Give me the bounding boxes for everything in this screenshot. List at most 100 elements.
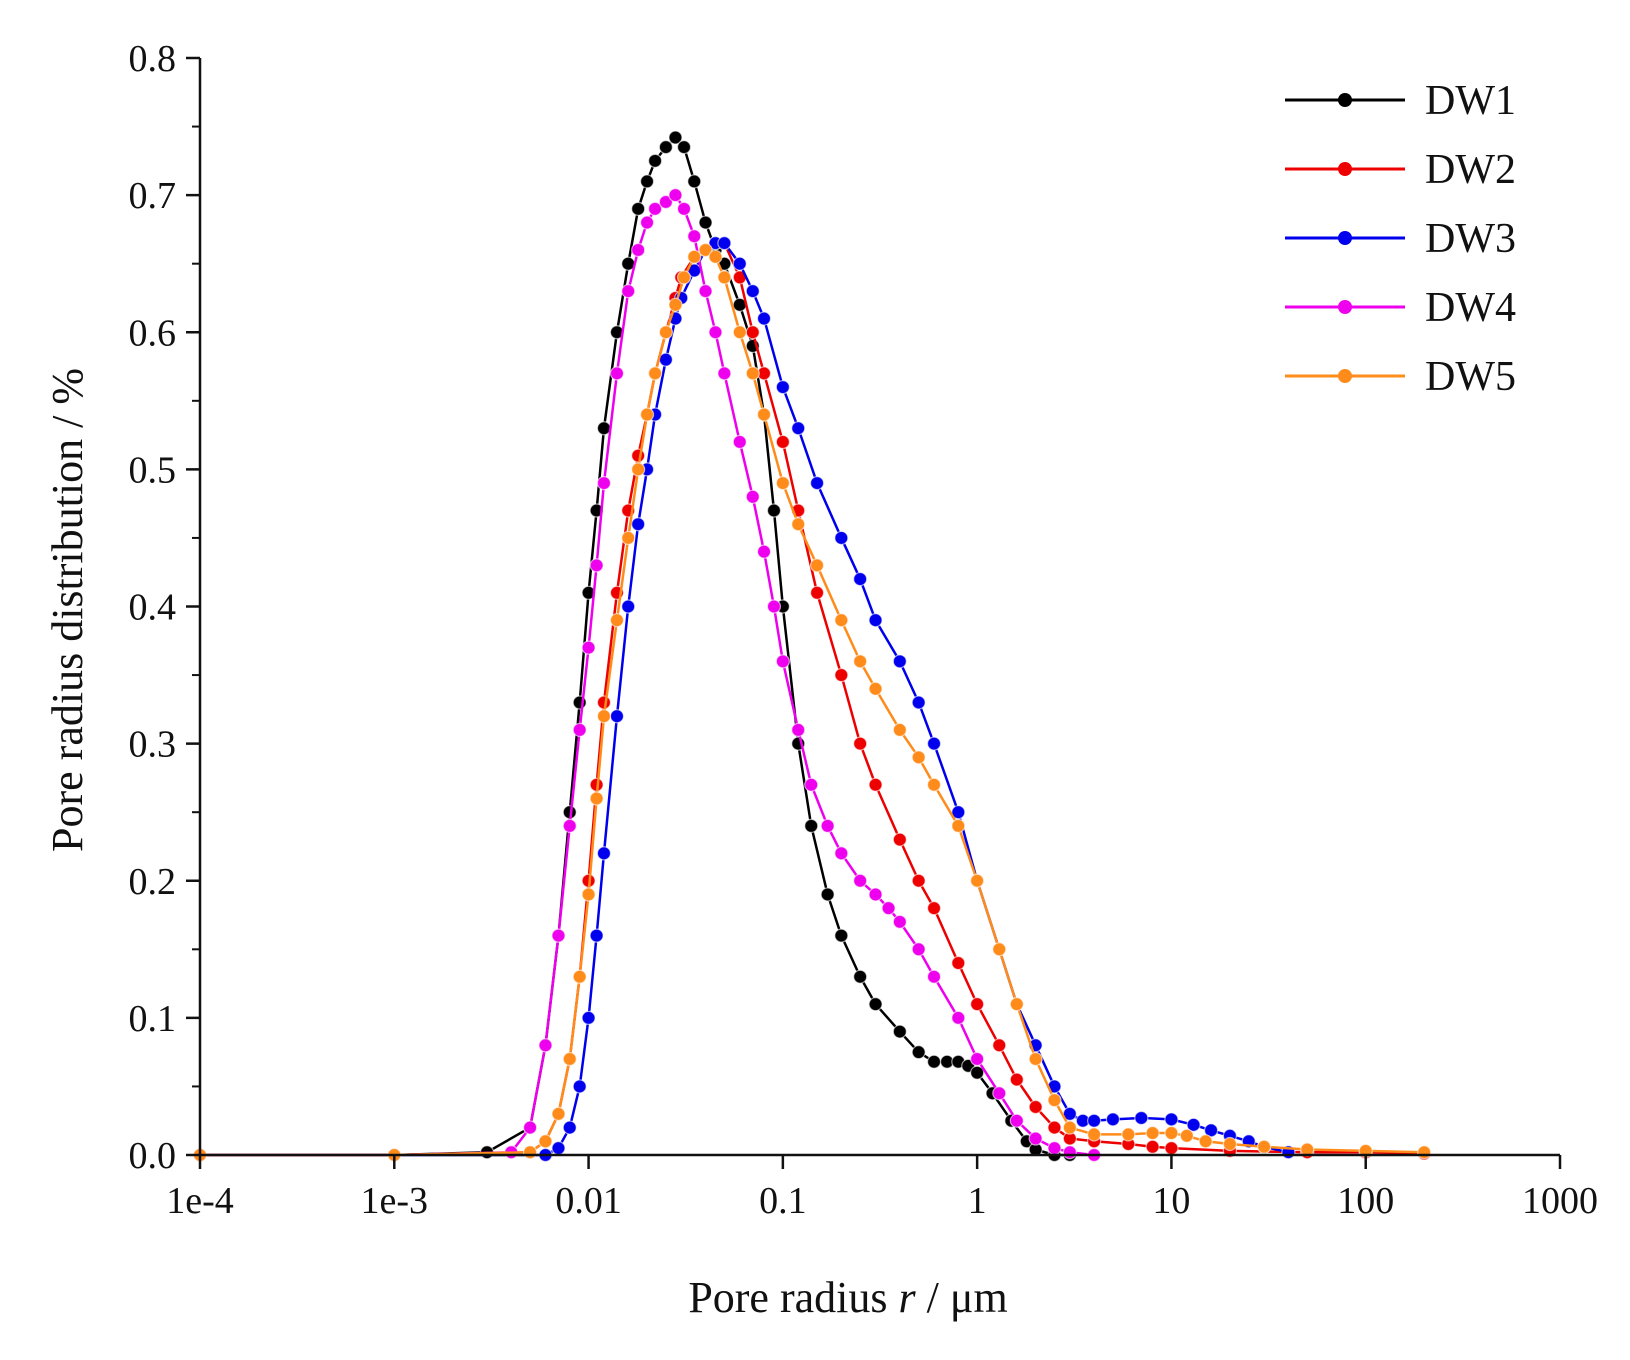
data-point <box>1062 1145 1077 1160</box>
series-layer <box>192 130 1432 1163</box>
data-point <box>820 887 835 902</box>
data-point <box>596 475 612 491</box>
data-point <box>756 544 772 559</box>
legend-swatch-marker <box>1338 369 1352 383</box>
data-point <box>834 667 849 683</box>
data-point <box>951 1010 966 1025</box>
data-point <box>551 928 566 943</box>
data-point <box>581 640 596 655</box>
data-point <box>775 434 790 450</box>
legend: DW1 DW2 DW3 DW4 DW5 <box>1285 78 1516 400</box>
data-point <box>1087 1113 1102 1128</box>
data-point <box>698 284 713 299</box>
series-dw1 <box>192 130 1077 1163</box>
data-point <box>1134 1110 1149 1126</box>
data-point <box>581 1010 596 1025</box>
data-point <box>911 942 926 957</box>
x-tick-label: 0.01 <box>555 1180 622 1222</box>
data-point <box>1257 1139 1272 1154</box>
data-point <box>853 873 868 888</box>
data-point <box>853 736 868 751</box>
data-point <box>1164 1112 1179 1127</box>
data-point <box>647 366 663 381</box>
data-point <box>892 832 907 847</box>
data-point <box>804 777 819 792</box>
data-point <box>1145 1125 1160 1141</box>
data-point <box>717 366 732 381</box>
ticks-layer: 0.0 0.1 0.2 0.3 0.4 0.5 0.6 0.7 0.8 1e-4 1e-3 0.01 0… <box>129 38 1599 1222</box>
data-point <box>804 818 819 834</box>
legend-entry: DW2 <box>1285 147 1516 193</box>
data-point <box>522 1145 538 1160</box>
data-point <box>631 462 646 477</box>
data-point <box>775 475 790 491</box>
data-point <box>687 174 702 189</box>
data-point <box>775 380 790 395</box>
data-point <box>1062 1120 1077 1135</box>
data-point <box>631 517 646 532</box>
y-tick-label: 0.3 <box>129 724 177 766</box>
data-point <box>658 140 673 155</box>
data-point <box>687 249 702 264</box>
data-point <box>775 654 790 669</box>
data-point <box>639 174 655 189</box>
series-dw4 <box>192 188 1102 1163</box>
data-point <box>1105 1112 1121 1127</box>
data-point <box>676 201 692 216</box>
data-point <box>1047 1120 1062 1135</box>
legend-label: DW1 <box>1425 78 1516 124</box>
data-point <box>745 366 760 381</box>
data-point <box>911 873 926 888</box>
y-tick-label: 0.4 <box>129 587 177 629</box>
legend-entry: DW1 <box>1285 78 1516 124</box>
series-line <box>200 193 1095 1157</box>
data-point <box>970 997 985 1012</box>
data-point <box>732 434 747 450</box>
x-tick-label: 1 <box>968 1180 987 1222</box>
data-point <box>926 736 942 751</box>
data-point <box>834 530 849 546</box>
data-point <box>589 928 604 943</box>
data-point <box>589 503 604 518</box>
data-point <box>756 407 772 422</box>
data-point <box>745 284 760 299</box>
legend-swatch-marker <box>1338 162 1352 176</box>
data-point <box>1164 1141 1179 1156</box>
data-point <box>562 818 577 834</box>
data-point <box>668 297 683 312</box>
data-point <box>668 188 683 203</box>
data-point <box>809 475 825 491</box>
data-point <box>1198 1134 1213 1149</box>
data-point <box>756 311 772 326</box>
data-point <box>562 1120 577 1135</box>
legend-swatch-marker <box>1338 93 1352 107</box>
data-point <box>892 1024 907 1039</box>
data-point <box>647 201 663 216</box>
data-point <box>911 695 926 710</box>
x-tick-label: 0.1 <box>759 1180 807 1222</box>
data-point <box>926 1054 942 1069</box>
x-axis-title: Pore radius r / μm <box>688 1273 1007 1322</box>
legend-entry: DW4 <box>1285 285 1516 331</box>
data-point <box>658 352 673 367</box>
data-point <box>970 873 985 888</box>
data-point <box>708 325 723 340</box>
data-point <box>658 194 673 210</box>
data-point <box>1047 1093 1062 1108</box>
data-point <box>1186 1117 1201 1132</box>
series-dw5 <box>192 242 1432 1163</box>
data-point <box>853 654 868 669</box>
series-line <box>200 241 1425 1157</box>
data-point <box>951 805 966 820</box>
legend-swatch-marker <box>1338 300 1352 314</box>
data-point <box>609 366 625 381</box>
data-point <box>911 1045 926 1060</box>
data-point <box>892 654 907 669</box>
legend-label: DW4 <box>1425 285 1516 331</box>
axes-layer <box>198 58 1560 1157</box>
data-point <box>572 1079 587 1094</box>
y-axis-title: Pore radius distribution / % <box>43 368 92 852</box>
data-point <box>892 914 907 929</box>
data-point <box>687 229 702 244</box>
data-point <box>522 1120 538 1135</box>
